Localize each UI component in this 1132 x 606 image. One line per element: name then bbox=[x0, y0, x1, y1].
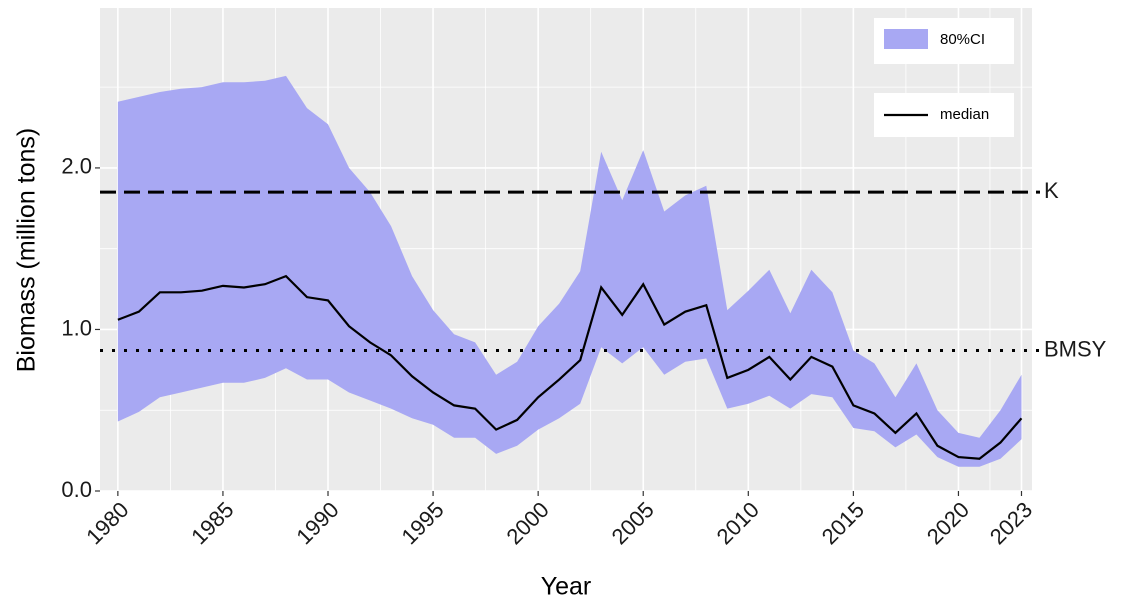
x-tick-label: 2000 bbox=[502, 497, 554, 549]
y-tick-label: 2.0 bbox=[61, 154, 92, 179]
x-tick-label: 1995 bbox=[396, 497, 448, 549]
x-tick-label: 1990 bbox=[291, 497, 343, 549]
x-tick-label: 2020 bbox=[922, 497, 974, 549]
x-tick-label: 2023 bbox=[985, 497, 1037, 549]
x-tick-label: 2005 bbox=[607, 497, 659, 549]
y-axis-title: Biomass (million tons) bbox=[13, 128, 41, 373]
reference-label: BMSY bbox=[1044, 336, 1107, 361]
x-axis-title: Year bbox=[541, 573, 592, 601]
x-tick-label: 2010 bbox=[712, 497, 764, 549]
legend-label: median bbox=[940, 106, 989, 123]
legend-key bbox=[884, 29, 928, 49]
legend-label: 80%CI bbox=[940, 31, 985, 48]
reference-label: K bbox=[1044, 178, 1059, 203]
x-tick-label: 2015 bbox=[817, 497, 869, 549]
median-line bbox=[117, 274, 1023, 460]
y-tick-label: 1.0 bbox=[61, 315, 92, 340]
y-tick-label: 0.0 bbox=[61, 477, 92, 502]
x-tick-label: 1980 bbox=[81, 497, 133, 549]
ci-band bbox=[117, 75, 1022, 467]
x-tick-label: 1985 bbox=[186, 497, 238, 549]
